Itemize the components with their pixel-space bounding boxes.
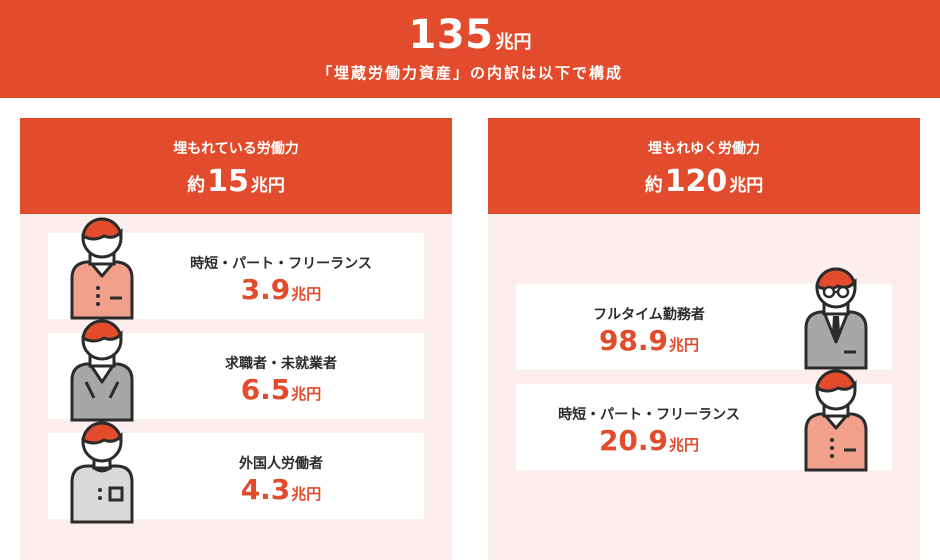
person-tshirt-icon	[70, 421, 134, 524]
right-panel-total: 約120 兆円	[488, 164, 920, 199]
card-label: フルタイム勤務者	[593, 307, 705, 323]
grand-total-number: 135	[408, 12, 494, 58]
person-shirt-orange-icon	[70, 217, 134, 320]
card-value: 20.9兆円	[516, 424, 782, 457]
left-panel-total-number: 15	[207, 164, 249, 199]
card-value-unit: 兆円	[669, 436, 700, 454]
card-value-unit: 兆円	[291, 485, 322, 503]
grand-total-unit: 兆円	[495, 32, 532, 53]
card-label: 外国人労働者	[239, 456, 323, 472]
left-panel-total: 約15 兆円	[20, 164, 452, 199]
right-panel-header: 埋もれゆく労働力 約120 兆円	[488, 118, 920, 214]
left-panel-title: 埋もれている労働力	[173, 141, 299, 157]
card-label: 求職者・未就業者	[225, 356, 337, 372]
card-label: 時短・パート・フリーランス	[190, 256, 372, 272]
card-value-unit: 兆円	[291, 285, 322, 303]
banner-description: 「埋蔵労働力資産」の内訳は以下で構成	[316, 64, 623, 82]
card-value: 3.9兆円	[138, 273, 424, 306]
card-value: 98.9兆円	[516, 324, 782, 357]
person-shirt-orange-icon	[804, 369, 868, 472]
card-value-unit: 兆円	[669, 336, 700, 354]
card-value-number: 98.9	[598, 324, 669, 357]
card-label: 時短・パート・フリーランス	[558, 407, 740, 423]
right-panel-total-unit: 兆円	[729, 176, 764, 196]
right-panel-total-prefix: 約	[644, 175, 663, 196]
card-value: 4.3兆円	[138, 473, 424, 506]
card-value-number: 20.9	[598, 424, 669, 457]
card-value-number: 4.3	[240, 473, 291, 506]
grand-total: 135 兆円	[0, 12, 940, 58]
right-panel-title: 埋もれゆく労働力	[648, 141, 760, 157]
top-banner: 135 兆円 「埋蔵労働力資産」の内訳は以下で構成	[0, 0, 940, 98]
card-value-unit: 兆円	[291, 385, 322, 403]
person-suit-glasses-icon	[804, 267, 868, 370]
left-panel-header: 埋もれている労働力 約15 兆円	[20, 118, 452, 214]
person-shirt-gray-icon	[70, 319, 134, 422]
right-panel-total-number: 120	[664, 164, 728, 199]
card-value-number: 6.5	[240, 373, 291, 406]
card-value-number: 3.9	[240, 273, 291, 306]
left-panel-total-unit: 兆円	[250, 176, 285, 196]
card-value: 6.5兆円	[138, 373, 424, 406]
left-panel-total-prefix: 約	[187, 175, 206, 196]
